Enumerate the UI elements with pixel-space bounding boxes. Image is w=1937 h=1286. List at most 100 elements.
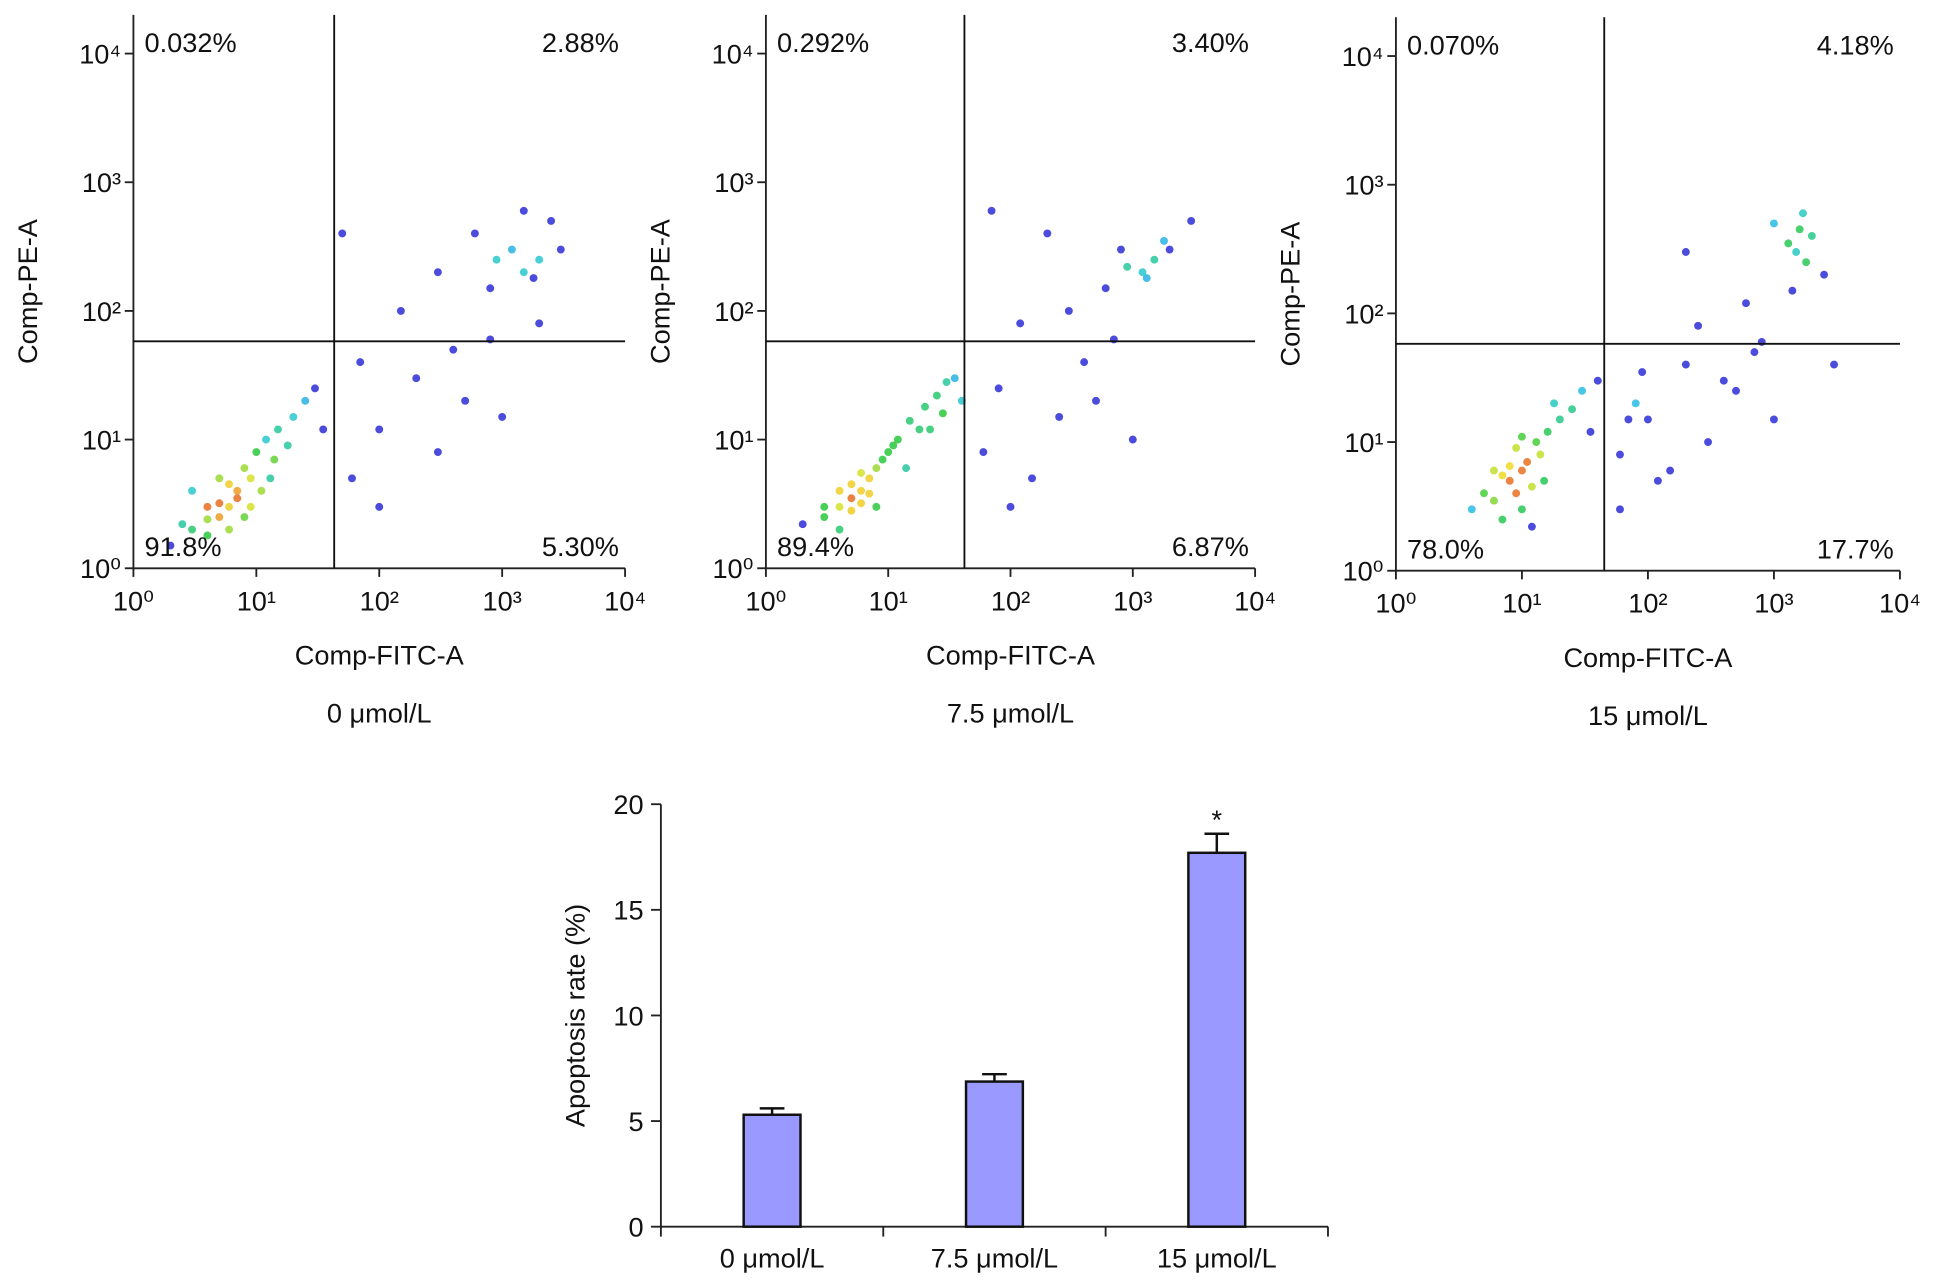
- x-tick-label: 10¹: [869, 585, 908, 616]
- data-point: [225, 525, 234, 534]
- data-point: [203, 515, 212, 524]
- data-point: [1480, 489, 1488, 498]
- data-point: [233, 486, 242, 495]
- x-axis-title: Comp-FITC-A: [295, 640, 465, 671]
- data-point: [1517, 432, 1526, 441]
- data-point: [1016, 319, 1025, 328]
- data-point: [1142, 274, 1151, 283]
- data-point: [1802, 258, 1811, 267]
- data-point: [857, 499, 866, 508]
- data-point: [178, 520, 187, 529]
- data-point: [1505, 462, 1514, 471]
- data-point: [188, 525, 197, 534]
- data-point: [1742, 299, 1750, 308]
- x-tick-label: 10⁴: [1879, 588, 1921, 619]
- data-point: [233, 494, 242, 503]
- data-point: [1681, 248, 1690, 256]
- data-point: [257, 486, 266, 495]
- data-point: [1006, 502, 1015, 511]
- data-point: [872, 502, 881, 511]
- data-point: [1550, 399, 1559, 408]
- x-tick-label: 10¹: [1502, 588, 1541, 619]
- data-point: [865, 474, 874, 483]
- quadrant-label: 0.032%: [145, 27, 237, 58]
- data-point: [926, 425, 935, 434]
- data-point: [375, 502, 384, 511]
- x-tick-label: 10³: [1754, 588, 1793, 619]
- data-point: [215, 499, 224, 508]
- data-point: [1160, 236, 1168, 245]
- data-point: [1080, 358, 1089, 367]
- data-point: [1578, 386, 1587, 395]
- data-point: [1568, 405, 1577, 414]
- data-point: [1586, 427, 1595, 436]
- data-point: [535, 255, 544, 264]
- data-point: [396, 306, 405, 315]
- data-point: [1788, 286, 1797, 295]
- data-point: [1064, 306, 1073, 315]
- data-point: [1719, 376, 1728, 385]
- data-point: [289, 412, 298, 421]
- data-point: [994, 384, 1003, 393]
- data-point: [433, 448, 442, 457]
- y-tick-label: 10⁰: [1342, 556, 1383, 587]
- x-tick-label: 10³: [1113, 585, 1152, 616]
- data-point: [215, 474, 224, 483]
- y-tick-label: 10³: [1344, 170, 1383, 201]
- data-point: [433, 268, 442, 277]
- y-axis-title: Apoptosis rate (%): [559, 904, 590, 1127]
- x-tick-label: 10²: [360, 585, 399, 616]
- data-point: [1150, 255, 1159, 264]
- data-point: [902, 464, 911, 473]
- x-tick-label: 0 μmol/L: [720, 1242, 825, 1273]
- data-point: [1631, 399, 1640, 408]
- quadrant-label: 5.30%: [542, 531, 619, 562]
- data-point: [535, 319, 544, 328]
- data-point: [835, 525, 844, 534]
- data-point: [1512, 489, 1521, 498]
- data-point: [203, 531, 212, 540]
- quadrant-label: 0.292%: [777, 27, 869, 58]
- data-point: [1498, 471, 1507, 480]
- data-point: [889, 441, 898, 450]
- data-point: [987, 206, 996, 215]
- x-tick-label: 7.5 μmol/L: [931, 1242, 1058, 1273]
- data-point: [878, 455, 887, 464]
- data-point: [1517, 466, 1526, 475]
- data-point: [1555, 415, 1564, 424]
- data-point: [240, 464, 249, 473]
- quadrant-label: 78.0%: [1407, 533, 1484, 564]
- bar: [964, 1080, 1025, 1228]
- data-point: [225, 502, 234, 511]
- data-point: [375, 425, 384, 434]
- data-point: [1498, 515, 1507, 524]
- data-point: [872, 464, 881, 473]
- y-tick-label: 10⁰: [712, 553, 753, 584]
- x-axis-title: Comp-FITC-A: [1563, 642, 1733, 673]
- data-point: [1527, 482, 1536, 491]
- data-point: [1750, 348, 1759, 357]
- data-point: [461, 396, 470, 405]
- data-point: [979, 448, 988, 457]
- data-point: [338, 229, 347, 238]
- x-axis-title: Comp-FITC-A: [926, 640, 1096, 671]
- data-point: [857, 486, 866, 495]
- data-point: [1769, 415, 1778, 424]
- data-point: [1490, 496, 1498, 505]
- panel-caption: 0 μmol/L: [327, 698, 432, 729]
- y-tick-label: 15: [613, 895, 643, 926]
- y-tick-label: 10¹: [82, 424, 121, 455]
- x-tick-label: 10¹: [237, 585, 276, 616]
- data-point: [857, 469, 866, 477]
- quadrant-label: 4.18%: [1817, 29, 1894, 60]
- data-point: [1467, 505, 1476, 514]
- data-point: [820, 513, 829, 522]
- y-axis-title: Comp-PE-A: [12, 218, 43, 364]
- data-point: [847, 506, 856, 515]
- data-point: [1187, 217, 1196, 225]
- data-point: [1028, 474, 1036, 483]
- data-point: [938, 409, 947, 418]
- data-point: [1784, 239, 1793, 248]
- x-tick-label: 10³: [483, 585, 522, 616]
